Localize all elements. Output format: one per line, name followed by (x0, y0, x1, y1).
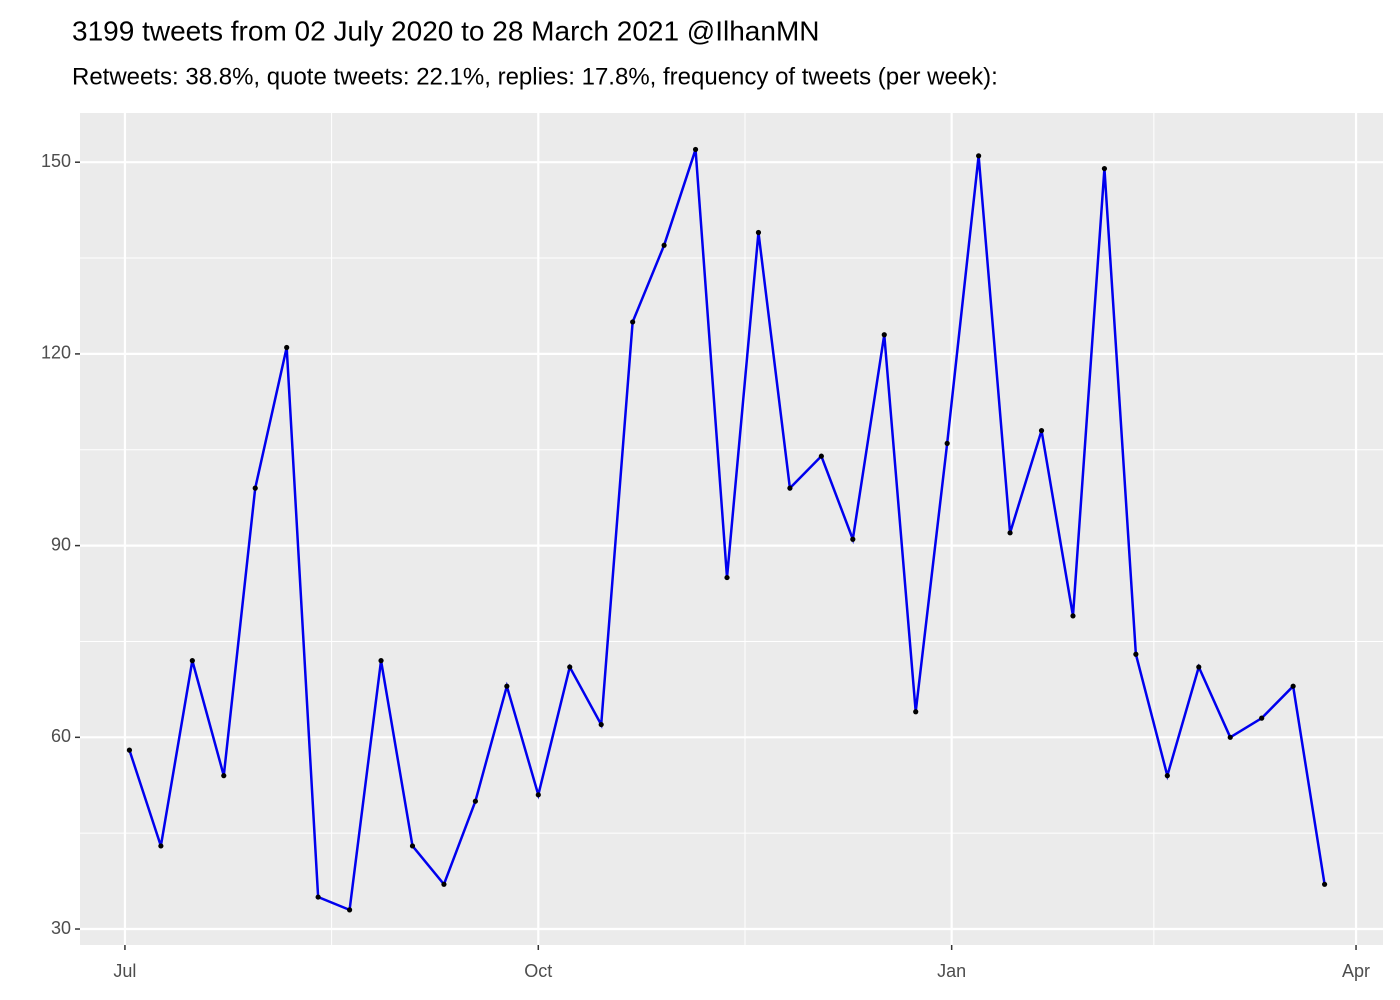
point (1259, 715, 1265, 721)
point (221, 773, 227, 779)
point (1007, 530, 1013, 536)
y-tick-label: 150 (41, 151, 71, 171)
point (1290, 683, 1296, 689)
point (284, 344, 290, 351)
point (976, 153, 982, 159)
y-tick-label: 30 (51, 918, 71, 938)
point (504, 683, 510, 689)
point (1164, 773, 1170, 779)
point (441, 881, 447, 887)
point (189, 658, 195, 664)
point (1038, 427, 1045, 434)
point (567, 664, 573, 670)
point (724, 574, 730, 581)
point (315, 894, 321, 900)
point (881, 332, 887, 338)
point (1227, 734, 1233, 740)
point (158, 843, 164, 849)
point (630, 319, 636, 325)
point (818, 453, 824, 459)
point (692, 146, 699, 153)
point (1101, 165, 1108, 172)
point (755, 229, 762, 236)
point (1321, 881, 1328, 887)
x-tick-label: Oct (524, 961, 552, 981)
x-tick-label: Jul (113, 961, 136, 981)
point (850, 536, 856, 542)
x-tick-label: Jan (937, 961, 966, 981)
point (535, 792, 541, 798)
point (409, 843, 416, 849)
point (944, 440, 950, 446)
chart-title: 3199 tweets from 02 July 2020 to 28 Marc… (72, 15, 820, 46)
point (1196, 664, 1202, 670)
point (1070, 613, 1076, 619)
point (913, 709, 919, 715)
point (598, 721, 604, 728)
y-tick-label: 60 (51, 726, 71, 746)
point (472, 798, 478, 804)
point (787, 485, 793, 491)
y-tick-label: 120 (41, 343, 71, 363)
chart-subtitle: Retweets: 38.8%, quote tweets: 22.1%, re… (72, 63, 998, 90)
point (1133, 651, 1139, 657)
x-tick-label: Apr (1342, 961, 1370, 981)
point (378, 658, 384, 664)
point (346, 907, 353, 913)
point (661, 242, 667, 248)
point (126, 747, 133, 753)
point (252, 485, 258, 491)
y-tick-label: 90 (51, 534, 71, 554)
